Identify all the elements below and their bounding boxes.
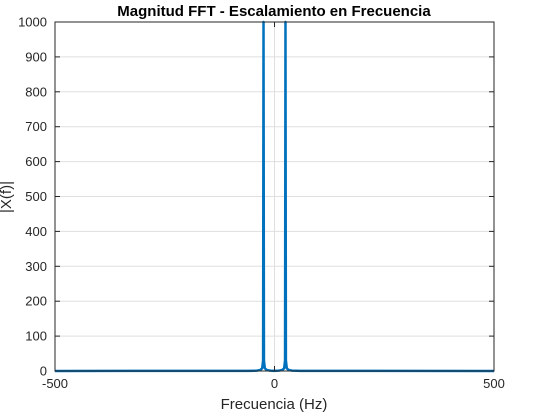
y-tick-label: 400 [25,224,47,239]
x-axis: -500 0 500 [42,22,505,391]
x-tick-label: 500 [483,376,505,391]
y-tick-label: 200 [25,294,47,309]
y-tick-label: 900 [25,49,47,64]
x-axis-label: Frecuencia (Hz) [221,396,328,413]
grid-lines [54,21,495,372]
y-tick-label: 700 [25,119,47,134]
chart-title: Magnitud FFT - Escalamiento en Frecuenci… [117,3,431,20]
y-tick-label: 0 [40,364,47,379]
y-axis: 0 100 200 300 400 500 600 700 800 900 1000 [18,15,494,379]
y-tick-label: 600 [25,154,47,169]
x-tick-label: -500 [42,376,68,391]
y-tick-label: 100 [25,329,47,344]
x-tick-label: 0 [271,376,278,391]
y-axis-label: |X(f)| [0,181,15,213]
y-tick-label: 1000 [18,15,47,30]
y-tick-label: 500 [25,189,47,204]
y-tick-label: 300 [25,259,47,274]
y-tick-label: 800 [25,84,47,99]
